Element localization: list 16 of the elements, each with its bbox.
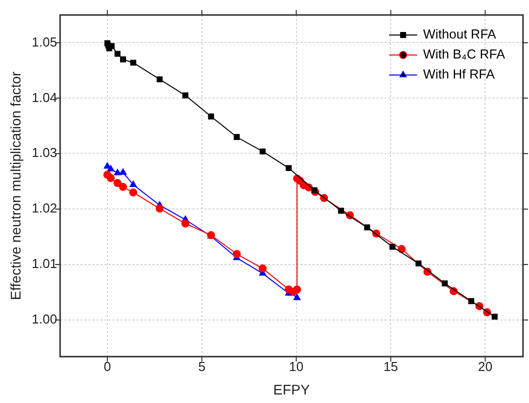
x-tick-label: 20 <box>478 358 492 374</box>
y-tick-label: 1.05 <box>32 34 58 50</box>
y-axis-title: Effective neutron multiplication factor <box>7 71 24 300</box>
x-tick-label: 10 <box>289 358 304 374</box>
x-tick-label: 0 <box>104 358 111 374</box>
y-tick-label: 1.03 <box>32 145 58 160</box>
x-axis-title: EFPY <box>273 381 310 398</box>
y-tick-label: 1.00 <box>32 312 58 327</box>
x-tick-label: 5 <box>198 358 206 374</box>
y-tick-label: 1.01 <box>32 256 58 272</box>
legend-label: With B₄C RFA <box>423 46 506 62</box>
legend-label: Without RFA <box>423 26 496 42</box>
legend-label: With Hf RFA <box>423 66 495 82</box>
x-tick-label: 15 <box>384 358 398 374</box>
y-tick-label: 1.02 <box>32 200 58 216</box>
y-tick-label: 1.04 <box>32 90 58 105</box>
